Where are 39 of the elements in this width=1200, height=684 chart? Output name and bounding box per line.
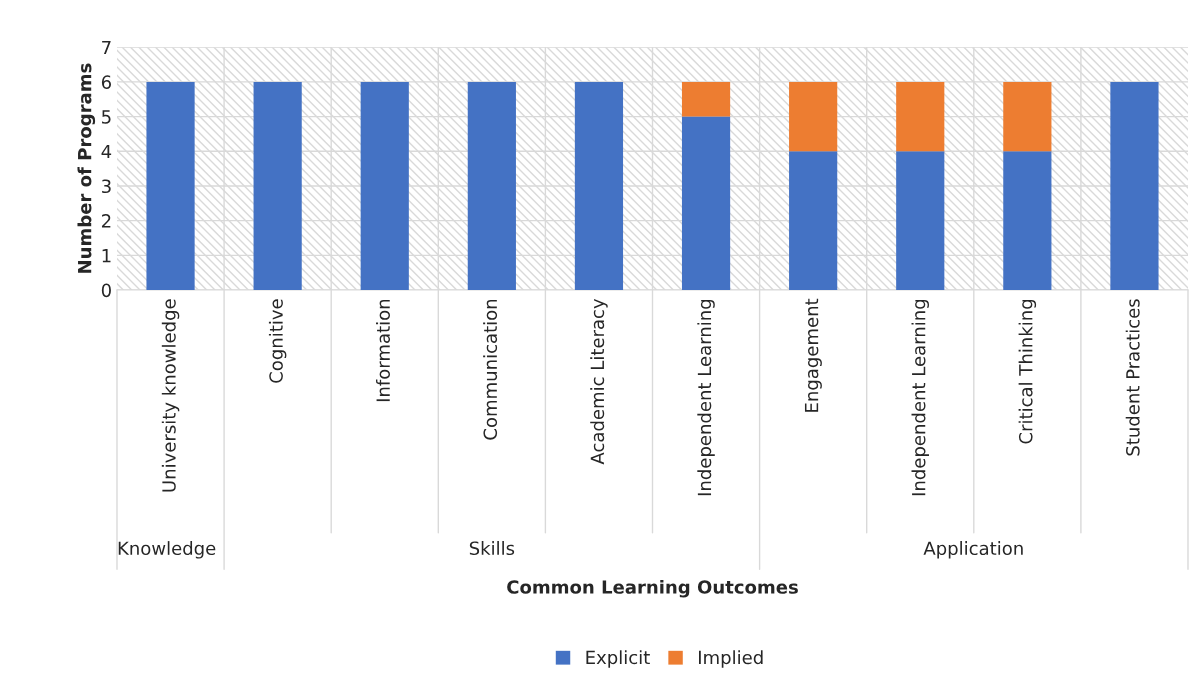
- bar: [896, 151, 945, 291]
- x-tick-label: Independent Learning: [697, 300, 715, 496]
- bar: [574, 81, 624, 291]
- x-tick-label: Cognitive: [268, 299, 287, 383]
- y-axis-title: Number of Programs: [77, 63, 96, 273]
- bar: [789, 81, 838, 152]
- text: Common Learning Outcomes: [507, 579, 798, 598]
- bar: [681, 116, 731, 291]
- y-tick-label: 0: [101, 283, 111, 298]
- bar: [1003, 81, 1052, 152]
- y-tick-label: 2: [101, 214, 111, 228]
- x-tick-label: Independent Learning: [911, 300, 929, 496]
- y-tick-label: 1: [102, 249, 111, 263]
- y-tick-label: 3: [102, 179, 111, 194]
- bar: [146, 81, 195, 291]
- text: Knowledge: [118, 541, 216, 559]
- bar: [681, 81, 731, 117]
- x-tick-label: Engagement: [804, 298, 822, 412]
- x-tick-label: Academic Literacy: [590, 298, 608, 465]
- bar: [360, 81, 409, 291]
- bar: [896, 81, 945, 152]
- text: Application: [923, 541, 1023, 559]
- y-tick-label: 7: [102, 40, 111, 55]
- y-tick-label: 6: [101, 75, 111, 89]
- x-tick-label: University knowledge: [161, 299, 180, 492]
- bar: [789, 151, 838, 291]
- legend-label: Explicit: [586, 650, 650, 668]
- y-tick-label: 5: [102, 110, 111, 124]
- x-tick-label: Communication: [483, 299, 498, 440]
- x-tick-label: Student Practices: [1125, 299, 1140, 456]
- bar: [1003, 151, 1052, 291]
- bar: [253, 81, 302, 291]
- y-tick-label: 4: [101, 144, 112, 159]
- text: Skills: [469, 541, 515, 556]
- bar: [1110, 81, 1159, 291]
- legend-label: Implied: [699, 650, 763, 668]
- x-tick-label: Critical Thinking: [1018, 299, 1037, 444]
- bar: [467, 81, 516, 291]
- x-tick-label: Information: [376, 299, 390, 402]
